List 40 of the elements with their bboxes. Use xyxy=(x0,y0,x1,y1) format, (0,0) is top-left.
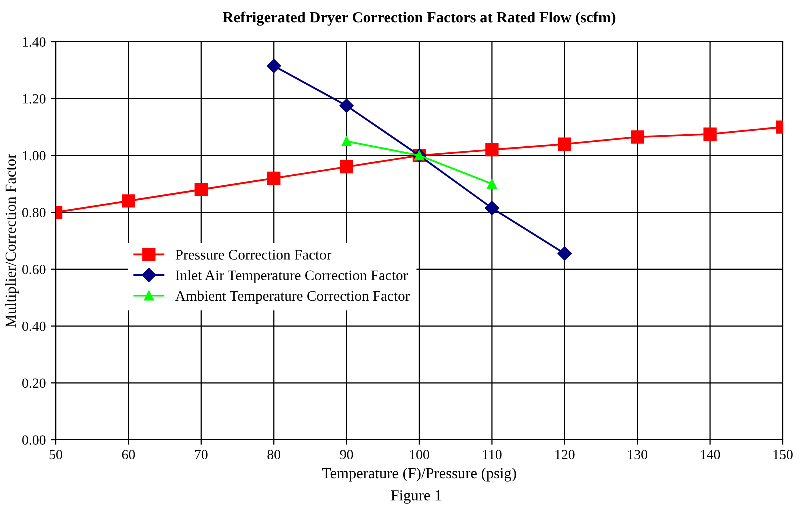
y-tick-label: 1.20 xyxy=(23,94,46,104)
y-tick-label: 0.20 xyxy=(22,378,46,388)
x-tick-label: 90 xyxy=(340,450,354,460)
y-tick-label: 0.00 xyxy=(22,436,46,446)
x-tick-label: 60 xyxy=(122,450,136,460)
point xyxy=(485,201,500,216)
x-axis-title: Temperature (F)/Pressure (psig) xyxy=(322,468,516,482)
x-tick-label: 140 xyxy=(701,450,720,460)
y-tick-label: 1.00 xyxy=(23,151,46,161)
y-tick-label: 1.40 xyxy=(23,38,46,48)
point xyxy=(631,130,644,144)
point xyxy=(267,59,282,74)
y-axis-title: Multiplier/Correction Factor xyxy=(5,154,20,328)
x-tick-label: 50 xyxy=(50,450,62,460)
legend-label: Pressure Correction Factor xyxy=(176,250,332,260)
x-tick-label: 130 xyxy=(628,450,648,460)
point xyxy=(268,172,281,186)
point xyxy=(122,194,136,208)
caption: Figure 1 xyxy=(391,490,442,504)
x-tick-label: 150 xyxy=(774,450,793,460)
point xyxy=(487,179,498,190)
point xyxy=(704,128,717,141)
y-tick-label: 0.80 xyxy=(22,208,46,218)
point xyxy=(340,160,354,174)
x-tick-label: 120 xyxy=(556,450,575,460)
point xyxy=(486,143,499,157)
point xyxy=(558,138,572,151)
x-tick-label: 80 xyxy=(268,450,281,460)
legend-label: Ambient Temperature Correction Factor xyxy=(176,290,410,304)
point xyxy=(342,136,352,146)
point xyxy=(558,246,572,261)
x-tick-label: 110 xyxy=(483,450,502,460)
x-tick-label: 70 xyxy=(195,450,208,460)
y-tick-label: 0.60 xyxy=(22,265,46,274)
point xyxy=(194,183,208,196)
y-tick-label: 0.40 xyxy=(22,322,46,332)
chart-title: Refrigerated Dryer Correction Factors at Rated Flow (scfm) xyxy=(222,12,616,26)
legend-label: Inlet Air Temperature Correction Factor xyxy=(176,270,408,284)
x-tick-label: 100 xyxy=(410,450,430,460)
point xyxy=(340,98,354,114)
